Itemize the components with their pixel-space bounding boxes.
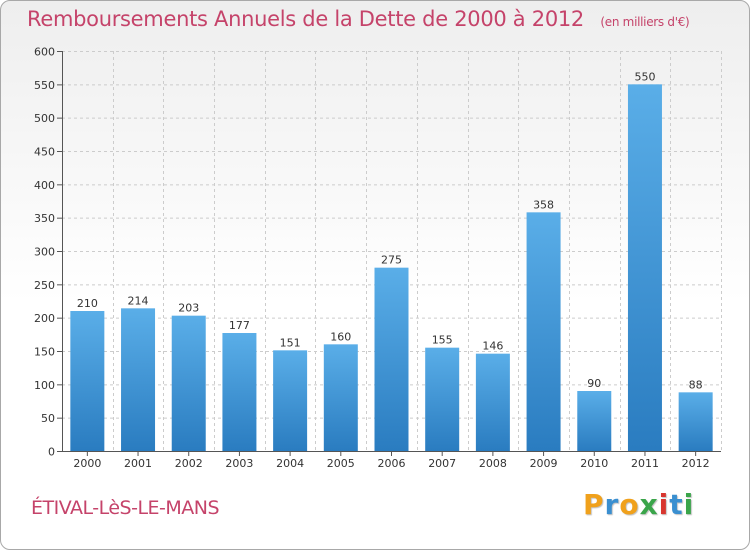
chart-title-text: Remboursements Annuels de la Dette de 20… — [27, 7, 584, 31]
y-tick-label: 600 — [34, 46, 55, 59]
data-label: 550 — [634, 70, 655, 83]
y-tick-label: 200 — [34, 312, 55, 325]
bar — [70, 311, 105, 451]
y-tick-label: 300 — [34, 246, 55, 259]
data-label: 90 — [587, 377, 601, 390]
y-tick-label: 550 — [34, 79, 55, 92]
bars — [70, 84, 713, 451]
data-label: 177 — [229, 319, 250, 332]
y-tick-label: 100 — [34, 379, 55, 392]
axes — [57, 51, 721, 456]
logo-letter: t — [669, 488, 684, 521]
x-tick-label: 2004 — [276, 457, 304, 470]
bar — [526, 212, 561, 451]
bar — [171, 315, 206, 451]
bar — [627, 84, 662, 451]
data-label: 146 — [482, 340, 503, 353]
chart-title: Remboursements Annuels de la Dette de 20… — [27, 7, 690, 31]
x-tick-label: 2007 — [428, 457, 456, 470]
x-tick-label: 2003 — [225, 457, 253, 470]
labels: 0 50 100 150 200 250 300 350 400 450 500 550 600 2000… — [34, 46, 710, 471]
data-label: 214 — [128, 294, 149, 307]
y-tick-label: 150 — [34, 346, 55, 359]
logo-letter: x — [639, 488, 659, 521]
y-tick-label: 500 — [34, 112, 55, 125]
bar — [323, 344, 358, 451]
y-tick-label: 400 — [34, 179, 55, 192]
data-label: 210 — [77, 297, 98, 310]
data-label: 160 — [330, 330, 351, 343]
bar — [273, 350, 308, 451]
x-tick-label: 2005 — [327, 457, 355, 470]
logo-letter: r — [604, 488, 620, 521]
x-tick-label: 2008 — [479, 457, 507, 470]
data-label: 358 — [533, 198, 554, 211]
x-tick-label: 2001 — [124, 457, 152, 470]
logo-letter: i — [683, 488, 695, 521]
y-tick-label: 0 — [48, 446, 55, 459]
bar — [678, 392, 713, 451]
x-tick-label: 2009 — [530, 457, 558, 470]
x-tick-label: 2012 — [682, 457, 710, 470]
x-tick-label: 2000 — [73, 457, 101, 470]
y-tick-label: 450 — [34, 146, 55, 159]
bar — [222, 333, 257, 451]
logo-letter: o — [619, 488, 640, 521]
bar — [577, 391, 612, 451]
bar — [425, 347, 460, 451]
logo-letter: i — [658, 488, 670, 521]
bar — [121, 308, 156, 451]
x-tick-label: 2010 — [580, 457, 608, 470]
logo-letter: P — [583, 488, 605, 521]
bar — [374, 267, 409, 451]
data-label: 151 — [280, 336, 301, 349]
data-label: 155 — [432, 334, 453, 347]
commune-name: ÉTIVAL-LèS-LE-MANS — [31, 497, 220, 519]
data-label: 88 — [689, 378, 703, 391]
y-tick-label: 350 — [34, 212, 55, 225]
data-label: 275 — [381, 254, 402, 267]
y-tick-label: 250 — [34, 279, 55, 292]
bar — [475, 353, 510, 451]
proxiti-logo: Proxiti — [583, 488, 694, 521]
x-tick-label: 2011 — [631, 457, 659, 470]
x-tick-label: 2006 — [378, 457, 406, 470]
x-tick-label: 2002 — [175, 457, 203, 470]
data-label: 203 — [178, 302, 199, 315]
y-tick-label: 50 — [41, 412, 55, 425]
chart-unit: (en milliers d'€) — [600, 15, 690, 29]
